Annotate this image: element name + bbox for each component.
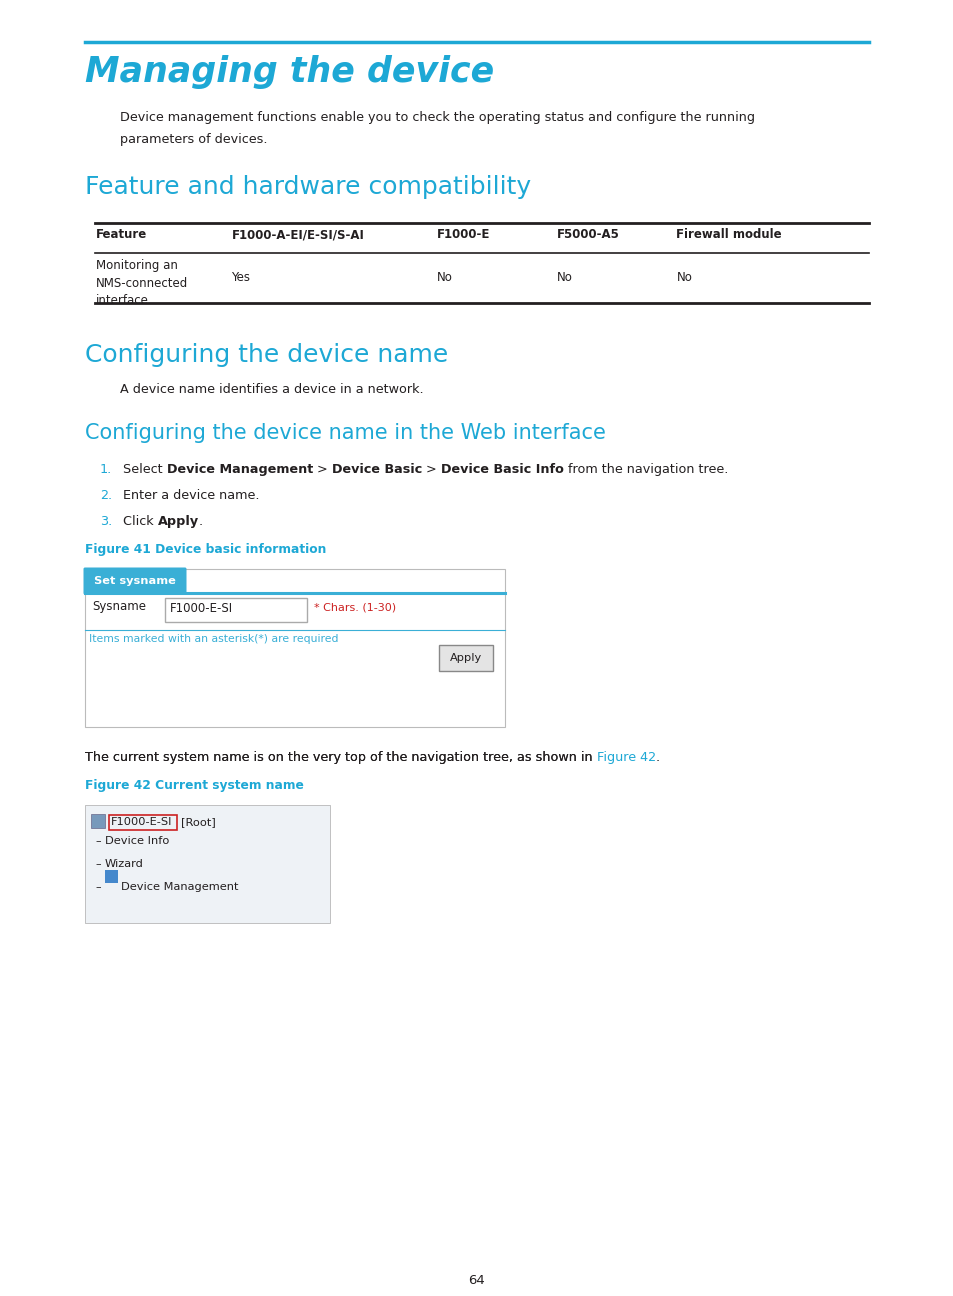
Text: Firewall module: Firewall module	[676, 228, 781, 241]
Text: Device Info: Device Info	[105, 836, 170, 846]
FancyBboxPatch shape	[84, 568, 186, 595]
Text: >: >	[313, 463, 332, 476]
Text: –: –	[95, 859, 100, 870]
Text: The current system name is on the very top of the navigation tree, as shown in: The current system name is on the very t…	[85, 750, 596, 765]
Text: Set sysname: Set sysname	[94, 575, 175, 586]
Text: F1000-A-EI/E-SI/S-AI: F1000-A-EI/E-SI/S-AI	[232, 228, 364, 241]
Text: Device Basic Info: Device Basic Info	[440, 463, 563, 476]
Text: Monitoring an
NMS-connected
interface: Monitoring an NMS-connected interface	[96, 259, 188, 307]
Text: Select: Select	[123, 463, 167, 476]
FancyBboxPatch shape	[438, 645, 493, 671]
Text: A device name identifies a device in a network.: A device name identifies a device in a n…	[120, 384, 423, 397]
Text: Device Management: Device Management	[167, 463, 313, 476]
Text: Figure 42: Figure 42	[596, 750, 655, 765]
Text: * Chars. (1-30): * Chars. (1-30)	[314, 603, 395, 612]
Text: F1000-E: F1000-E	[436, 228, 490, 241]
Text: parameters of devices.: parameters of devices.	[120, 133, 267, 146]
Text: Yes: Yes	[232, 271, 251, 284]
Text: No: No	[556, 271, 572, 284]
Text: from the navigation tree.: from the navigation tree.	[563, 463, 727, 476]
Text: Feature: Feature	[96, 228, 147, 241]
Text: Click: Click	[123, 515, 157, 527]
Text: 3.: 3.	[100, 515, 112, 527]
Text: –: –	[95, 883, 100, 892]
FancyBboxPatch shape	[165, 597, 307, 622]
Text: Feature and hardware compatibility: Feature and hardware compatibility	[85, 175, 531, 200]
Text: 1.: 1.	[100, 463, 112, 476]
Text: 64: 64	[468, 1274, 485, 1287]
Text: –: –	[95, 836, 100, 846]
Text: Configuring the device name: Configuring the device name	[85, 343, 448, 367]
Text: [Root]: [Root]	[181, 816, 215, 827]
Text: Device Basic: Device Basic	[332, 463, 421, 476]
Text: Figure 42 Current system name: Figure 42 Current system name	[85, 779, 304, 792]
Text: 2.: 2.	[100, 489, 112, 502]
Text: F5000-A5: F5000-A5	[556, 228, 618, 241]
Text: No: No	[436, 271, 452, 284]
Text: .: .	[198, 515, 203, 527]
FancyBboxPatch shape	[105, 870, 118, 883]
Text: Enter a device name.: Enter a device name.	[123, 489, 259, 502]
Text: Apply: Apply	[450, 653, 481, 664]
Text: Figure 41 Device basic information: Figure 41 Device basic information	[85, 543, 326, 556]
Text: The current system name is on the very top of the navigation tree, as shown in: The current system name is on the very t…	[85, 750, 596, 765]
Text: Apply: Apply	[157, 515, 198, 527]
Bar	[109, 815, 177, 829]
Text: Device Management: Device Management	[121, 883, 238, 892]
Text: Wizard: Wizard	[105, 859, 144, 870]
Text: .: .	[655, 750, 659, 765]
Text: Configuring the device name in the Web interface: Configuring the device name in the Web i…	[85, 422, 605, 443]
FancyBboxPatch shape	[91, 814, 105, 828]
Text: No: No	[676, 271, 692, 284]
Text: >: >	[421, 463, 440, 476]
Text: Sysname: Sysname	[91, 600, 146, 613]
FancyBboxPatch shape	[85, 805, 330, 923]
Text: F1000-E-SI: F1000-E-SI	[170, 603, 233, 616]
Text: Items marked with an asterisk(*) are required: Items marked with an asterisk(*) are req…	[89, 634, 338, 644]
Text: Device management functions enable you to check the operating status and configu: Device management functions enable you t…	[120, 111, 754, 124]
FancyBboxPatch shape	[85, 569, 504, 727]
Text: Managing the device: Managing the device	[85, 54, 494, 89]
Text: F1000-E-SI: F1000-E-SI	[111, 816, 172, 827]
